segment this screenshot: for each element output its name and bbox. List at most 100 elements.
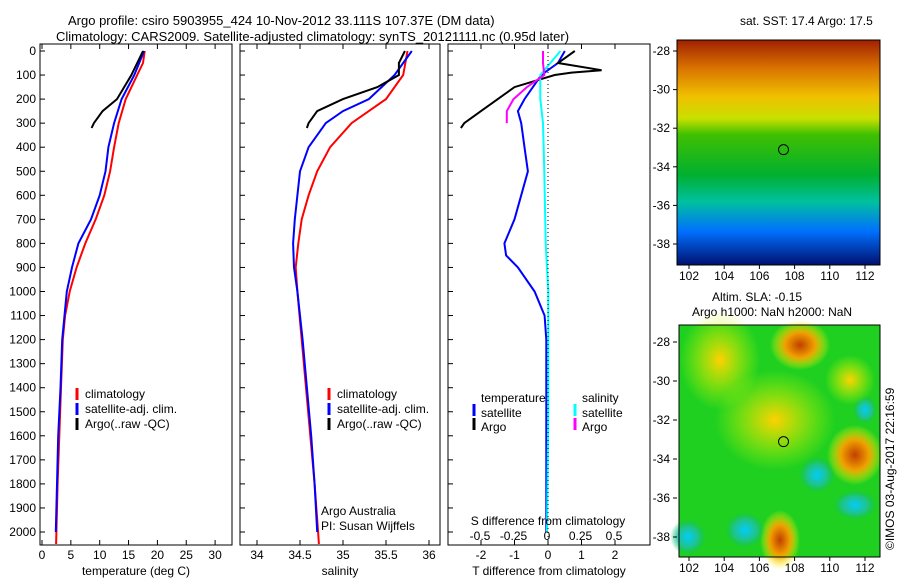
annotation-line: PI: Susan Wijffels: [321, 519, 415, 533]
x-tick-label: 36: [422, 548, 436, 562]
map-x-tick-label: 104: [714, 561, 734, 575]
secondary-tick-label: 0.25: [569, 529, 593, 543]
x-tick-label: -1: [509, 548, 520, 562]
x-tick-label: 15: [122, 548, 136, 562]
x-tick-label: 30: [208, 548, 222, 562]
legend-label: Argo: [481, 420, 507, 434]
legend-label: climatology: [337, 387, 397, 401]
series-line-climatology: [55, 50, 146, 545]
legend-label: satellite-adj. clim.: [337, 402, 429, 416]
y-tick-label: 1700: [9, 453, 36, 467]
secondary-axis-label: S difference from climatology: [471, 514, 626, 528]
map-frame: [678, 324, 881, 558]
legend-label: climatology: [85, 387, 145, 401]
x-tick-label: 5: [68, 548, 75, 562]
map-y-tick-label: -34: [653, 160, 671, 174]
map-y-tick-label: -28: [653, 335, 671, 349]
sla-map-title-1: Altim. SLA: -0.15: [712, 290, 803, 304]
y-tick-label: 2000: [9, 525, 36, 539]
x-tick-label: 35.5: [374, 548, 398, 562]
series-line-argo-raw-qc-: [90, 50, 144, 129]
sst-heatmap: [677, 40, 880, 265]
x-tick-label: 10: [93, 548, 107, 562]
y-tick-label: 1200: [9, 333, 36, 347]
map-frame: [676, 39, 881, 266]
y-tick-label: 1900: [9, 501, 36, 515]
x-axis-label: salinity: [322, 564, 359, 578]
legend-label: satellite: [481, 406, 522, 420]
plot-frame-salinity: [239, 43, 441, 546]
y-tick-label: 200: [16, 92, 36, 106]
map-x-tick-label: 112: [855, 561, 874, 575]
map-x-tick-label: 102: [679, 561, 699, 575]
series-line-t-satellite: [503, 50, 566, 532]
series-line-t-argo: [460, 50, 602, 129]
sla-anomaly-blob: [770, 320, 830, 370]
map-x-tick-label: 108: [785, 561, 805, 575]
y-tick-label: 1000: [9, 285, 36, 299]
y-tick-label: 1400: [9, 381, 36, 395]
legend-label: satellite: [582, 406, 623, 420]
secondary-tick-label: -0.5: [470, 529, 491, 543]
map-x-tick-label: 106: [749, 561, 769, 575]
legend-title: temperature: [481, 391, 546, 405]
map-y-tick-label: -38: [653, 237, 671, 251]
map-x-tick-label: 106: [749, 269, 769, 283]
x-axis-label: T difference from climatology: [472, 564, 626, 578]
map-y-tick-label: -34: [653, 452, 671, 466]
map-x-tick-label: 108: [785, 269, 805, 283]
y-tick-label: 100: [16, 68, 36, 82]
map-x-tick-label: 110: [820, 561, 839, 575]
y-tick-label: 800: [16, 236, 36, 250]
x-tick-label: 1: [578, 548, 585, 562]
map-x-tick-label: 102: [679, 269, 699, 283]
series-line-satellite-adj-clim-: [292, 50, 413, 533]
title-line-2: Climatology: CARS2009. Satellite-adjuste…: [56, 29, 570, 44]
secondary-tick-label: -0.25: [500, 529, 528, 543]
y-tick-label: 1500: [9, 405, 36, 419]
sla-map-title-2: Argo h1000: NaN h2000: NaN: [692, 305, 853, 319]
legend-label: satellite-adj. clim.: [85, 402, 177, 416]
series-line-satellite-adj-clim-: [54, 50, 146, 533]
map-y-tick-label: -38: [653, 530, 671, 544]
map-x-tick-label: 110: [820, 269, 839, 283]
sst-map-title: sat. SST: 17.4 Argo: 17.5: [740, 14, 873, 28]
y-tick-label: 500: [16, 164, 36, 178]
sla-anomaly-blob: [833, 490, 877, 520]
map-y-tick-label: -36: [653, 491, 671, 505]
x-tick-label: 2: [612, 548, 619, 562]
legend-label: Argo(..raw -QC): [85, 417, 170, 431]
series-line-argo-raw-qc-: [305, 50, 406, 129]
float-location-marker: [778, 436, 790, 448]
title-line-1: Argo profile: csiro 5903955_424 10-Nov-2…: [68, 13, 495, 28]
map-y-tick-label: -28: [653, 44, 671, 58]
legend-label: Argo(..raw -QC): [337, 417, 422, 431]
map-y-tick-label: -30: [653, 374, 671, 388]
y-tick-label: 300: [16, 116, 36, 130]
legend-title: salinity: [582, 391, 619, 405]
y-tick-label: 400: [16, 140, 36, 154]
x-tick-label: 0: [39, 548, 46, 562]
y-tick-label: 1100: [10, 309, 36, 323]
sla-anomaly-blob: [827, 425, 883, 485]
x-axis-label: temperature (deg C): [82, 564, 190, 578]
float-location-marker: [778, 144, 790, 156]
map-y-tick-label: -36: [653, 198, 671, 212]
y-tick-label: 1800: [9, 477, 36, 491]
y-tick-label: 600: [16, 188, 36, 202]
annotation-line: Argo Australia: [321, 504, 396, 518]
x-tick-label: 0: [545, 548, 552, 562]
y-tick-label: 1600: [9, 429, 36, 443]
map-y-tick-label: -32: [653, 121, 671, 135]
x-tick-label: 34.5: [288, 548, 312, 562]
y-tick-label: 700: [16, 212, 36, 226]
plot-frame-temperature: [39, 43, 233, 546]
series-line-climatology: [294, 50, 409, 545]
sla-anomaly-blob: [760, 510, 800, 570]
series-line-s-satellite: [539, 50, 562, 533]
credit-text: ©IMOS 03-Aug-2017 22:16:59: [883, 387, 897, 550]
y-tick-label: 900: [16, 260, 36, 274]
series-line-s-argo: [505, 51, 546, 124]
